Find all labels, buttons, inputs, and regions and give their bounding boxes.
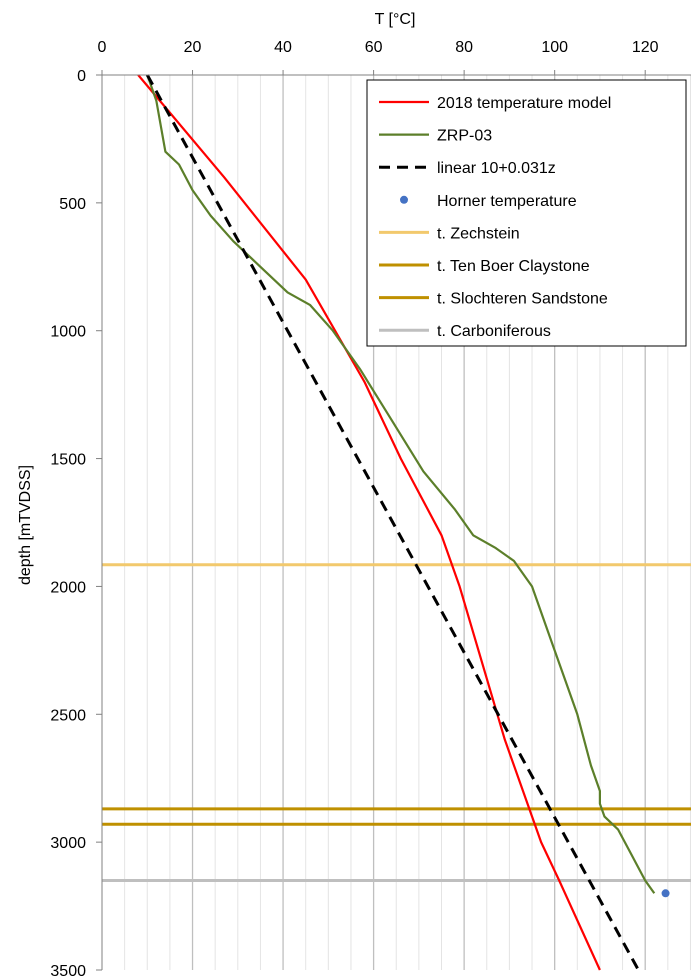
legend-label: t. Ten Boer Claystone <box>437 258 590 275</box>
y-axis-title: depth [mTVDSS] <box>17 465 34 585</box>
y-tick-label: 2000 <box>50 579 86 596</box>
data-point <box>661 889 670 898</box>
legend-label: t. Slochteren Sandstone <box>437 291 608 308</box>
series-line <box>146 74 656 894</box>
legend-label: ZRP-03 <box>437 128 492 145</box>
y-tick-label: 500 <box>59 196 86 213</box>
x-tick-label: 100 <box>541 39 568 56</box>
legend-box <box>366 79 687 347</box>
legend: 2018 temperature model ZRP-03 linear 10+0.… <box>366 79 687 347</box>
legend-label: 2018 temperature model <box>437 95 611 112</box>
legend-label: linear 10+0.031z <box>437 160 556 177</box>
y-tick-label: 2500 <box>50 707 86 724</box>
x-tick-label: 40 <box>274 39 292 56</box>
x-tick-label: 0 <box>98 39 107 56</box>
y-tick-label: 0 <box>77 68 86 85</box>
x-tick-label: 60 <box>365 39 383 56</box>
series-line <box>145 74 640 971</box>
x-tick-label: 80 <box>455 39 473 56</box>
y-tick-label: 1500 <box>50 452 86 469</box>
y-tick-label: 3500 <box>50 963 86 977</box>
y-tick-label: 1000 <box>50 324 86 341</box>
x-axis-title: T [°C] <box>375 11 416 28</box>
axes: 0204060801001201400500100015002000250030… <box>50 39 691 977</box>
formation-lines <box>102 563 691 882</box>
x-tick-label: 120 <box>632 39 659 56</box>
legend-label: t. Carboniferous <box>437 323 551 340</box>
y-tick-label: 3000 <box>50 835 86 852</box>
x-tick-label: 20 <box>184 39 202 56</box>
legend-marker <box>400 195 408 204</box>
legend-label: Horner temperature <box>437 193 577 210</box>
legend-label: t. Zechstein <box>437 225 520 242</box>
series-line <box>137 74 601 971</box>
series-lines <box>137 74 670 971</box>
